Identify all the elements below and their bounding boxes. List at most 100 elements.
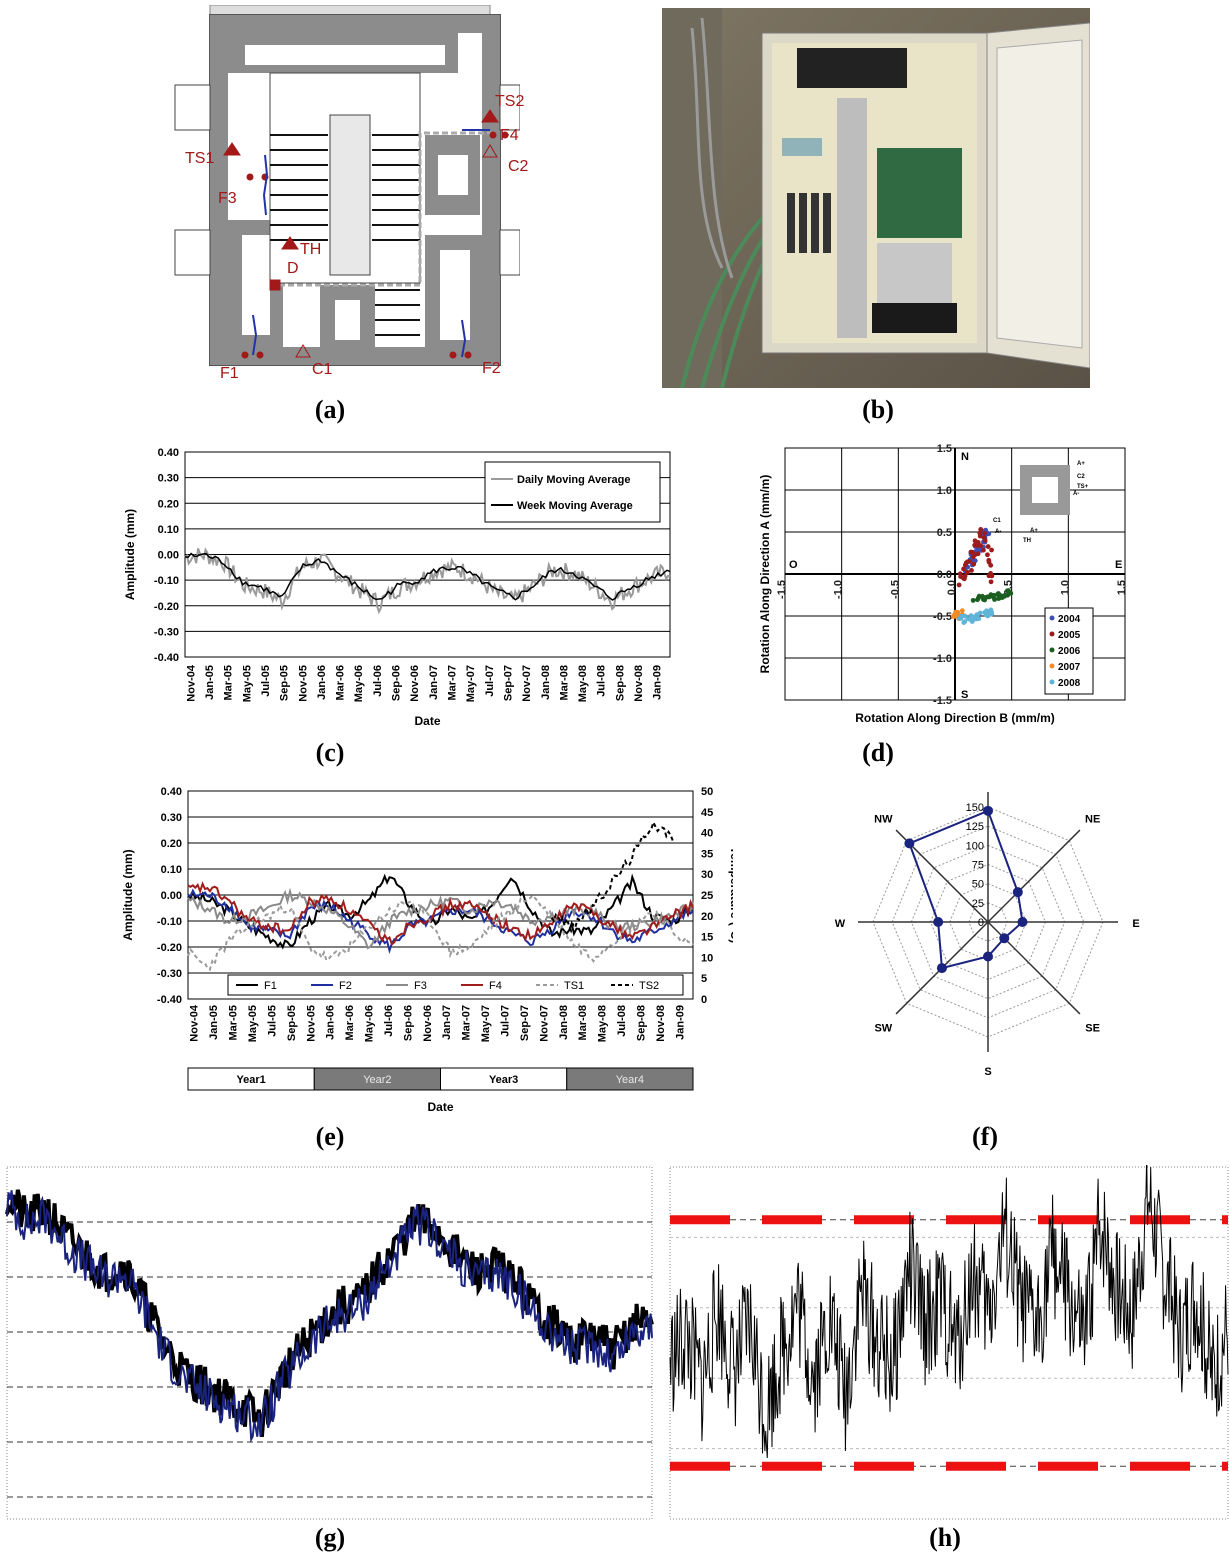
y2tick-e: 0 — [701, 994, 707, 1006]
panel-h-chart — [668, 1153, 1230, 1525]
chart-h-svg — [669, 1153, 1229, 1520]
radar-point-SE — [999, 933, 1010, 944]
xtick-e: Sep-05 — [286, 1005, 298, 1041]
legend-label-e: F2 — [339, 980, 352, 992]
series-line-g-model — [6, 1190, 653, 1443]
ytick-c: -0.30 — [154, 626, 179, 638]
radar-axis-label: W — [835, 918, 846, 930]
year-band — [566, 1067, 694, 1091]
inset-label: TS+ — [1077, 484, 1089, 490]
radar-point-NE — [1012, 887, 1023, 898]
year-band-label: Year4 — [616, 1074, 644, 1086]
ytick-c: -0.20 — [154, 601, 179, 613]
xtick-c: Nov-06 — [409, 665, 421, 702]
label-c1: C1 — [312, 361, 333, 378]
y2tick-e: 15 — [701, 932, 713, 944]
y2tick-e: 30 — [701, 869, 713, 881]
point-d-2005 — [975, 551, 981, 557]
xtick-d: -1.5 — [776, 580, 788, 599]
inset-label: A+ — [1030, 528, 1038, 534]
xtick-c: Jan-09 — [652, 665, 664, 700]
panel-f-chart: NNEESESSWWNW0255075100125150 — [800, 770, 1180, 1120]
ylabel-c: Amplitude (mm) — [123, 509, 137, 600]
radar-tick: 150 — [966, 802, 984, 814]
series-line-e-F1 — [187, 873, 694, 950]
ytick-c: -0.40 — [154, 652, 179, 664]
panel-d-chart: 1.5 1.0 0.5 0.0 -0.5 -1.0 -1.5 -1.5 -1.0 -0.5 0.0 0… — [755, 440, 1175, 730]
year-band-label: Year2 — [363, 1074, 391, 1086]
compass-n: N — [961, 451, 969, 463]
xtick-e: Nov-06 — [422, 1005, 434, 1042]
point-d-2005 — [972, 542, 978, 548]
radar-point-NW — [904, 838, 915, 849]
point-d-2008 — [974, 612, 980, 618]
point-d-2005 — [969, 567, 974, 573]
compass-e: E — [1115, 559, 1122, 571]
xlabel-e: Date — [427, 1100, 453, 1114]
ytick-d: 1.0 — [937, 485, 952, 497]
label-ts1: TS1 — [185, 150, 215, 167]
ytick-d: 1.5 — [937, 443, 952, 455]
ytick-c: 0.30 — [158, 473, 179, 485]
label-f1: F1 — [220, 365, 239, 382]
xtick-c: May-08 — [577, 665, 589, 702]
xtick-e: Jan-05 — [208, 1005, 220, 1040]
xtick-c: Mar-08 — [558, 665, 570, 700]
series-line-c-week — [184, 552, 671, 601]
xtick-e: Jul-08 — [616, 1005, 628, 1037]
y2tick-e: 45 — [701, 807, 713, 819]
inset-label: C1 — [993, 518, 1001, 524]
point-d-2005 — [986, 557, 992, 563]
radar-tick: 125 — [966, 821, 984, 833]
radar-axis-label: NW — [874, 813, 893, 825]
point-d-2006 — [1005, 588, 1011, 594]
point-d-2005 — [977, 530, 983, 536]
xtick-c: Nov-05 — [297, 665, 309, 702]
ylabel-e: Amplitude (mm) — [121, 849, 135, 940]
inset-label: C2 — [1077, 474, 1085, 480]
xtick-c: Jul-07 — [484, 665, 496, 697]
legend-label-d: 2005 — [1058, 630, 1081, 641]
point-d-2005 — [961, 566, 966, 572]
label-d: D — [287, 260, 299, 277]
chart-d-svg: 1.51.00.50.0-0.5-1.0-1.5-1.5 -1.0 -0.5 0.0 0… — [758, 443, 1128, 725]
point-d-2005 — [970, 554, 976, 560]
xtick-e: Jul-07 — [499, 1005, 511, 1037]
ytick-d: 0.5 — [937, 527, 952, 539]
inset-label: A- — [1073, 491, 1079, 497]
legend-marker-d — [1049, 631, 1055, 637]
label-f4: F4 — [500, 127, 519, 144]
xtick-e: May-06 — [364, 1005, 376, 1042]
legend-c — [484, 461, 661, 523]
ylabel-d: Rotation Along Direction A (mm/m) — [758, 475, 772, 674]
xtick-c: Sep-05 — [279, 665, 291, 701]
chart-e-svg: 0.40 0.30 0.20 0.10 0.00 -0.10 -0.20 -0.30 -0.40… — [121, 786, 742, 1114]
xtick-e: May-07 — [480, 1005, 492, 1042]
inset-label: A- — [995, 529, 1001, 535]
point-d-2007 — [959, 608, 965, 614]
xtick-e: Mar-07 — [461, 1005, 473, 1040]
legend-label-e: F1 — [264, 980, 277, 992]
radar-tick: 50 — [972, 879, 984, 891]
point-d-2005 — [982, 530, 988, 536]
xtick-e: Mar-05 — [228, 1005, 240, 1040]
xtick-d: 0.0 — [946, 580, 958, 595]
radar-ring — [968, 902, 1008, 942]
legend-e — [227, 974, 684, 996]
legend-marker-d — [1049, 647, 1055, 653]
xtick-e: Sep-07 — [519, 1005, 531, 1041]
legend-label-e: TS1 — [564, 980, 584, 992]
chart-f-svg: NNEESESSWWNW0255075100125150 — [835, 770, 1140, 1078]
chart-g-svg — [5, 1166, 654, 1520]
label-ts2: TS2 — [495, 93, 525, 110]
panel-e-chart: 0.40 0.30 0.20 0.10 0.00 -0.10 -0.20 -0.30 -0.40… — [118, 783, 742, 1118]
compass-o: O — [789, 559, 798, 571]
xtick-c: Nov-07 — [521, 665, 533, 702]
label-f2: F2 — [482, 360, 501, 377]
point-d-2005 — [982, 538, 988, 543]
caption-g: (g) — [314, 1523, 346, 1552]
radar-tick: 25 — [972, 898, 984, 910]
point-d-2005 — [978, 543, 984, 549]
y2tick-e: 20 — [701, 911, 713, 923]
chart-c-svg: 0.40 0.30 0.20 0.10 0.00 -0.10 -0.20 -0.30 -0.40… — [123, 447, 671, 728]
